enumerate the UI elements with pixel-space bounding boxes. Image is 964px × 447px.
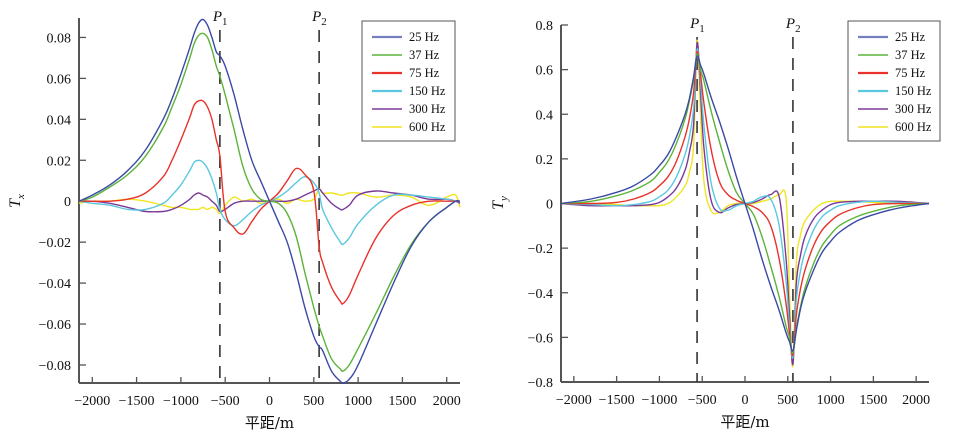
y-tick-label: −0.06 bbox=[39, 318, 71, 333]
legend-box bbox=[847, 20, 941, 142]
series-line-25hz bbox=[78, 18, 461, 384]
y-tick-label: 0.02 bbox=[47, 154, 72, 169]
series-line-75hz bbox=[79, 99, 460, 305]
ty-plot: −2000 −1500 −1000 −500 0 500 1000 1500 2000 −0.8 −… bbox=[490, 16, 941, 431]
y-tick-label: −0.8 bbox=[528, 376, 553, 391]
legend-label: 75 Hz bbox=[409, 66, 440, 80]
x-tick-label: 500 bbox=[303, 394, 324, 409]
legend-item: 75 Hz bbox=[858, 66, 926, 80]
y-axis-title-main: T bbox=[490, 200, 507, 210]
y-axis-title: Tx bbox=[7, 194, 27, 208]
y-tick-label: −0.08 bbox=[39, 359, 71, 374]
x-tick-label: 1000 bbox=[344, 394, 372, 409]
x-axis-title: 平距/m bbox=[245, 414, 294, 432]
x-tick-label: −1000 bbox=[163, 394, 199, 409]
x-tick-label: −1000 bbox=[641, 393, 677, 408]
marker-label-p1: P1 bbox=[689, 16, 705, 35]
series-line-150hz bbox=[78, 159, 461, 246]
legend-item: 300 Hz bbox=[372, 102, 446, 116]
x-tick-label: 0 bbox=[266, 394, 273, 409]
legend-label: 37 Hz bbox=[895, 48, 926, 62]
y-tick-label: −0.6 bbox=[528, 331, 553, 346]
x-tick-label: 0 bbox=[742, 393, 749, 408]
y-axis-title: Ty bbox=[490, 196, 510, 210]
y-tick-label: 0.04 bbox=[47, 113, 72, 128]
y-axis-title-sub: y bbox=[498, 196, 510, 202]
legend-item: 37 Hz bbox=[372, 48, 440, 62]
y-tick-label: 0.2 bbox=[536, 153, 554, 168]
marker-label-p2: P2 bbox=[785, 16, 801, 35]
series-line-25hz bbox=[560, 55, 930, 352]
legend-item: 150 Hz bbox=[858, 84, 932, 98]
legend-item: 150 Hz bbox=[372, 84, 446, 98]
x-tick-label: 500 bbox=[777, 393, 798, 408]
legend-label: 37 Hz bbox=[409, 48, 440, 62]
x-tick-label: 1000 bbox=[817, 393, 845, 408]
y-axis-title-sub: x bbox=[15, 194, 27, 200]
x-tick-label: −1500 bbox=[599, 393, 635, 408]
legend-label: 25 Hz bbox=[409, 30, 440, 44]
marker-label-main: P bbox=[785, 16, 795, 32]
legend-item: 300 Hz bbox=[858, 102, 932, 116]
x-tick-label: 2000 bbox=[902, 393, 930, 408]
marker-label-sub: 2 bbox=[795, 23, 801, 35]
marker-label-sub: 1 bbox=[699, 23, 705, 35]
x-tick-label: 1500 bbox=[859, 393, 887, 408]
marker-label-main: P bbox=[212, 9, 222, 25]
y-tick-label: −0.02 bbox=[39, 236, 71, 251]
y-tick-label: −0.4 bbox=[528, 287, 553, 302]
y-tick-label: 0.08 bbox=[47, 31, 72, 46]
y-tick-label: 0.4 bbox=[536, 108, 554, 123]
legend-item: 600 Hz bbox=[372, 120, 446, 134]
x-tick-label: 1500 bbox=[388, 394, 416, 409]
x-tick-label: −500 bbox=[211, 394, 240, 409]
y-axis-title-main: T bbox=[7, 198, 24, 208]
x-tick-label: −500 bbox=[688, 393, 717, 408]
x-axis-title: 平距/m bbox=[720, 413, 769, 431]
y-tick-label: 0 bbox=[64, 195, 71, 210]
legend-label: 300 Hz bbox=[895, 102, 932, 116]
marker-label-p1: P1 bbox=[212, 9, 228, 28]
marker-label-sub: 2 bbox=[321, 16, 327, 28]
y-tick-label: 0 bbox=[546, 198, 553, 213]
legend-item: 37 Hz bbox=[858, 48, 926, 62]
tx-plot: −2000 −1500 −1000 −500 0 500 1000 1500 2000 −0.08… bbox=[7, 9, 461, 432]
legend-item: 25 Hz bbox=[372, 30, 440, 44]
series-line-300hz bbox=[78, 188, 461, 213]
legend-label: 600 Hz bbox=[895, 120, 932, 134]
legend-item: 75 Hz bbox=[372, 66, 440, 80]
marker-label-main: P bbox=[311, 9, 321, 25]
y-tick-label: −0.04 bbox=[39, 277, 71, 292]
legend-label: 25 Hz bbox=[895, 30, 926, 44]
marker-label-main: P bbox=[689, 16, 699, 32]
legend: 25 Hz 37 Hz 75 Hz 150 Hz 300 Hz 600 Hz bbox=[847, 20, 941, 142]
marker-label-p2: P2 bbox=[311, 9, 327, 28]
y-tick-label: 0.06 bbox=[47, 72, 72, 87]
legend-label: 600 Hz bbox=[409, 120, 446, 134]
legend-label: 300 Hz bbox=[409, 102, 446, 116]
legend-item: 25 Hz bbox=[858, 30, 926, 44]
x-tick-label: −2000 bbox=[556, 393, 592, 408]
y-tick-label: −0.2 bbox=[528, 242, 553, 257]
x-tick-label: 2000 bbox=[433, 394, 461, 409]
x-tick-label: −1500 bbox=[119, 394, 155, 409]
y-tick-label: 0.6 bbox=[536, 64, 554, 79]
y-tick-label: 0.8 bbox=[536, 19, 554, 34]
legend-label: 150 Hz bbox=[895, 84, 932, 98]
legend-box bbox=[361, 20, 456, 142]
legend-item: 600 Hz bbox=[858, 120, 932, 134]
x-tick-label: −2000 bbox=[74, 394, 110, 409]
series-line-37hz bbox=[78, 32, 461, 373]
legend: 25 Hz 37 Hz 75 Hz 150 Hz 300 Hz 600 Hz bbox=[361, 20, 456, 142]
legend-label: 75 Hz bbox=[895, 66, 926, 80]
legend-label: 150 Hz bbox=[409, 84, 446, 98]
marker-label-sub: 1 bbox=[222, 16, 228, 28]
